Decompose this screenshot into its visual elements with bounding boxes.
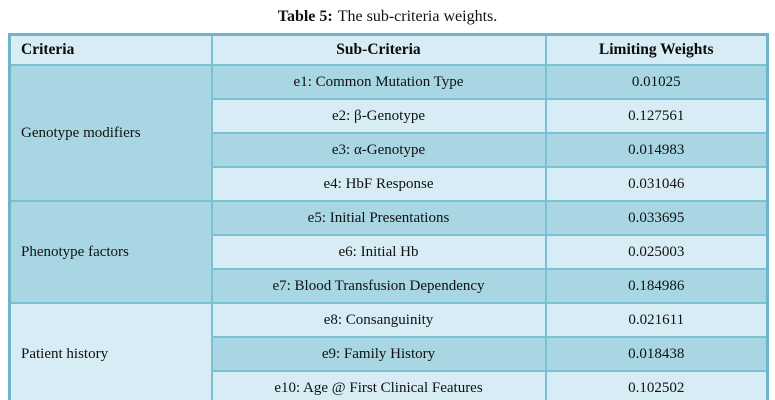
table-caption: Table 5: The sub-criteria weights. <box>0 6 775 28</box>
table-row-e3: e3: α-Genotype 0.014983 <box>10 132 769 168</box>
criteria-group-genotype-modifiers: Genotype modifiers <box>8 64 213 202</box>
table-caption-text: The sub-criteria weights. <box>337 8 498 25</box>
table-row-e2: e2: β-Genotype 0.127561 <box>10 98 769 134</box>
weight-cell: 0.021611 <box>544 302 769 338</box>
weight-cell: 0.184986 <box>544 268 769 304</box>
sub-criteria-cell: e1: Common Mutation Type <box>210 64 547 100</box>
table-row-e10: e10: Age @ First Clinical Features 0.102… <box>10 370 769 400</box>
col-header-limiting-weights: Limiting Weights <box>544 33 769 66</box>
col-header-sub-criteria: Sub-Criteria <box>210 33 547 66</box>
weight-cell: 0.018438 <box>544 336 769 372</box>
sub-criteria-weights-table: Criteria Sub-Criteria Limiting Weights G… <box>8 33 769 400</box>
table-row-e1: Genotype modifiers e1: Common Mutation T… <box>8 64 769 202</box>
header-row: Criteria Sub-Criteria Limiting Weights <box>8 33 769 66</box>
table-row-e5: Phenotype factors e5: Initial Presentati… <box>8 200 769 304</box>
sub-criteria-cell: e2: β-Genotype <box>210 98 547 134</box>
sub-criteria-cell: e8: Consanguinity <box>210 302 547 338</box>
sub-criteria-cell: e4: HbF Response <box>210 166 547 202</box>
sub-criteria-cell: e3: α-Genotype <box>210 132 547 168</box>
table-row-e6: e6: Initial Hb 0.025003 <box>10 234 769 270</box>
table-caption-label: Table 5: <box>277 8 333 25</box>
sub-criteria-cell: e5: Initial Presentations <box>210 200 547 236</box>
sub-criteria-cell: e10: Age @ First Clinical Features <box>210 370 547 400</box>
weight-cell: 0.033695 <box>544 200 769 236</box>
criteria-group-phenotype-factors: Phenotype factors <box>8 200 213 304</box>
table-row-e7: e7: Blood Transfusion Dependency 0.18498… <box>10 268 769 304</box>
col-header-criteria: Criteria <box>8 33 213 66</box>
weight-cell: 0.014983 <box>544 132 769 168</box>
sub-criteria-cell: e6: Initial Hb <box>210 234 547 270</box>
table-row-e9: e9: Family History 0.018438 <box>10 336 769 372</box>
weight-cell: 0.025003 <box>544 234 769 270</box>
table-row-e8: Patient history e8: Consanguinity 0.0216… <box>8 302 769 400</box>
sub-criteria-cell: e7: Blood Transfusion Dependency <box>210 268 547 304</box>
weight-cell: 0.01025 <box>544 64 769 100</box>
weight-cell: 0.031046 <box>544 166 769 202</box>
weight-cell: 0.127561 <box>544 98 769 134</box>
criteria-group-patient-history: Patient history <box>8 302 213 400</box>
sub-criteria-cell: e9: Family History <box>210 336 547 372</box>
table-row-e4: e4: HbF Response 0.031046 <box>10 166 769 202</box>
weight-cell: 0.102502 <box>544 370 769 400</box>
